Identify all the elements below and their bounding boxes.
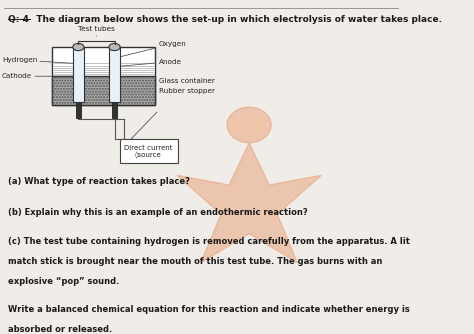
Circle shape [227,107,271,143]
Text: ◊source: ◊source [135,152,162,159]
Bar [112,50,117,119]
Text: (b) Explain why this is an example of an endothermic reaction?: (b) Explain why this is an example of an… [8,208,308,217]
Text: Glass container: Glass container [155,78,215,84]
Text: (c) The test tube containing hydrogen is removed carefully from the apparatus. A: (c) The test tube containing hydrogen is… [8,237,410,246]
Text: absorbed or released.: absorbed or released. [8,325,112,334]
Bar [52,76,155,106]
Circle shape [235,114,263,136]
Text: match stick is brought near the mouth of this test tube. The gas burns with an: match stick is brought near the mouth of… [8,257,383,266]
Polygon shape [177,143,321,263]
Text: Test tubes: Test tubes [78,26,115,32]
Bar [119,139,178,163]
Text: Hydrogen: Hydrogen [2,57,73,63]
Ellipse shape [109,43,120,51]
Ellipse shape [73,43,84,51]
Text: (a) What type of reaction takes place?: (a) What type of reaction takes place? [8,177,190,186]
Bar [52,76,155,106]
Text: Anode: Anode [117,59,182,66]
Text: Q: 4: Q: 4 [8,15,29,24]
Text: Cathode: Cathode [2,73,76,79]
Text: The diagram below shows the set-up in which electrolysis of water takes place.: The diagram below shows the set-up in wh… [30,15,442,24]
Text: Oxygen: Oxygen [120,41,186,57]
Bar [76,50,81,119]
Bar [109,47,120,102]
Text: Direct current: Direct current [124,145,173,151]
Text: explosive “pop” sound.: explosive “pop” sound. [8,277,119,286]
Bar [52,47,155,106]
Text: Rubber stopper: Rubber stopper [155,88,215,94]
Bar [73,47,84,102]
Text: Write a balanced chemical equation for this reaction and indicate whether energy: Write a balanced chemical equation for t… [8,305,410,314]
